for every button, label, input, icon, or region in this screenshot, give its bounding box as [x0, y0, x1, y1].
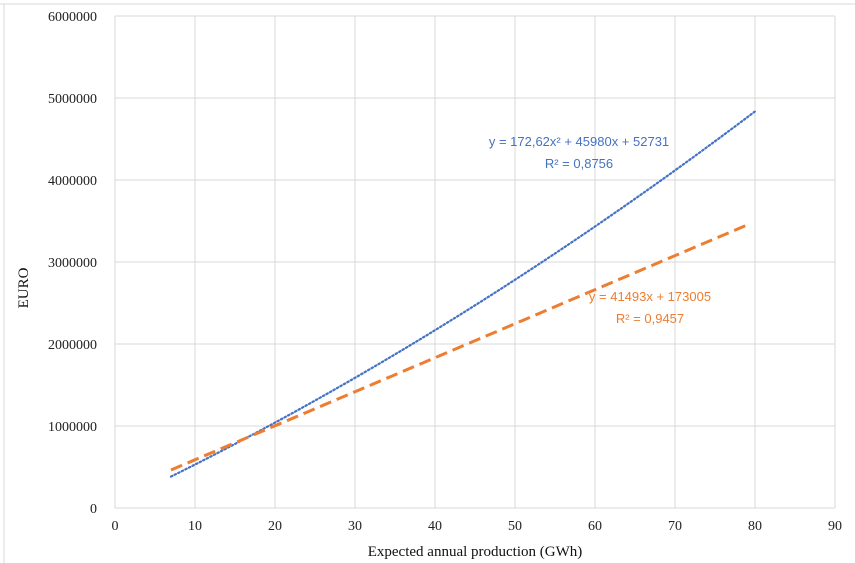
x-tick-label: 60	[588, 519, 602, 534]
series-1-equation-label: y = 172,62x² + 45980x + 52731	[489, 134, 669, 149]
x-tick-label: 90	[828, 519, 842, 534]
x-tick-label: 30	[348, 519, 362, 534]
x-tick-label: 0	[112, 519, 119, 534]
gridlines	[114, 15, 836, 509]
x-tick-label: 50	[508, 519, 522, 534]
series-2-line	[170, 223, 748, 472]
y-tick-label: 0	[90, 502, 97, 517]
y-tick-label: 1000000	[48, 420, 97, 435]
x-tick-label: 10	[188, 519, 202, 534]
x-tick-label: 40	[428, 519, 442, 534]
y-tick-label: 3000000	[48, 256, 97, 271]
x-tick-label: 80	[748, 519, 762, 534]
trendline-labels: y = 172,62x² + 45980x + 52731 R² = 0,875…	[489, 134, 711, 326]
x-axis-title: Expected annual production (GWh)	[368, 544, 583, 560]
series-1-line	[169, 110, 757, 478]
y-tick-label: 6000000	[48, 10, 97, 25]
series-lines	[169, 110, 757, 478]
series-2-equation-label: y = 41493x + 173005	[589, 289, 711, 304]
y-tick-label: 5000000	[48, 92, 97, 107]
series-2-r2-label: R² = 0,9457	[616, 311, 684, 326]
series-1-r2-label: R² = 0,8756	[545, 156, 613, 171]
y-axis-title: EURO	[16, 267, 32, 308]
y-tick-label: 2000000	[48, 338, 97, 353]
y-tick-label: 4000000	[48, 174, 97, 189]
tick-labels: 0 1000000 2000000 3000000 4000000 5000000 6000…	[48, 10, 842, 534]
x-tick-label: 70	[668, 519, 682, 534]
x-tick-label: 20	[268, 519, 282, 534]
